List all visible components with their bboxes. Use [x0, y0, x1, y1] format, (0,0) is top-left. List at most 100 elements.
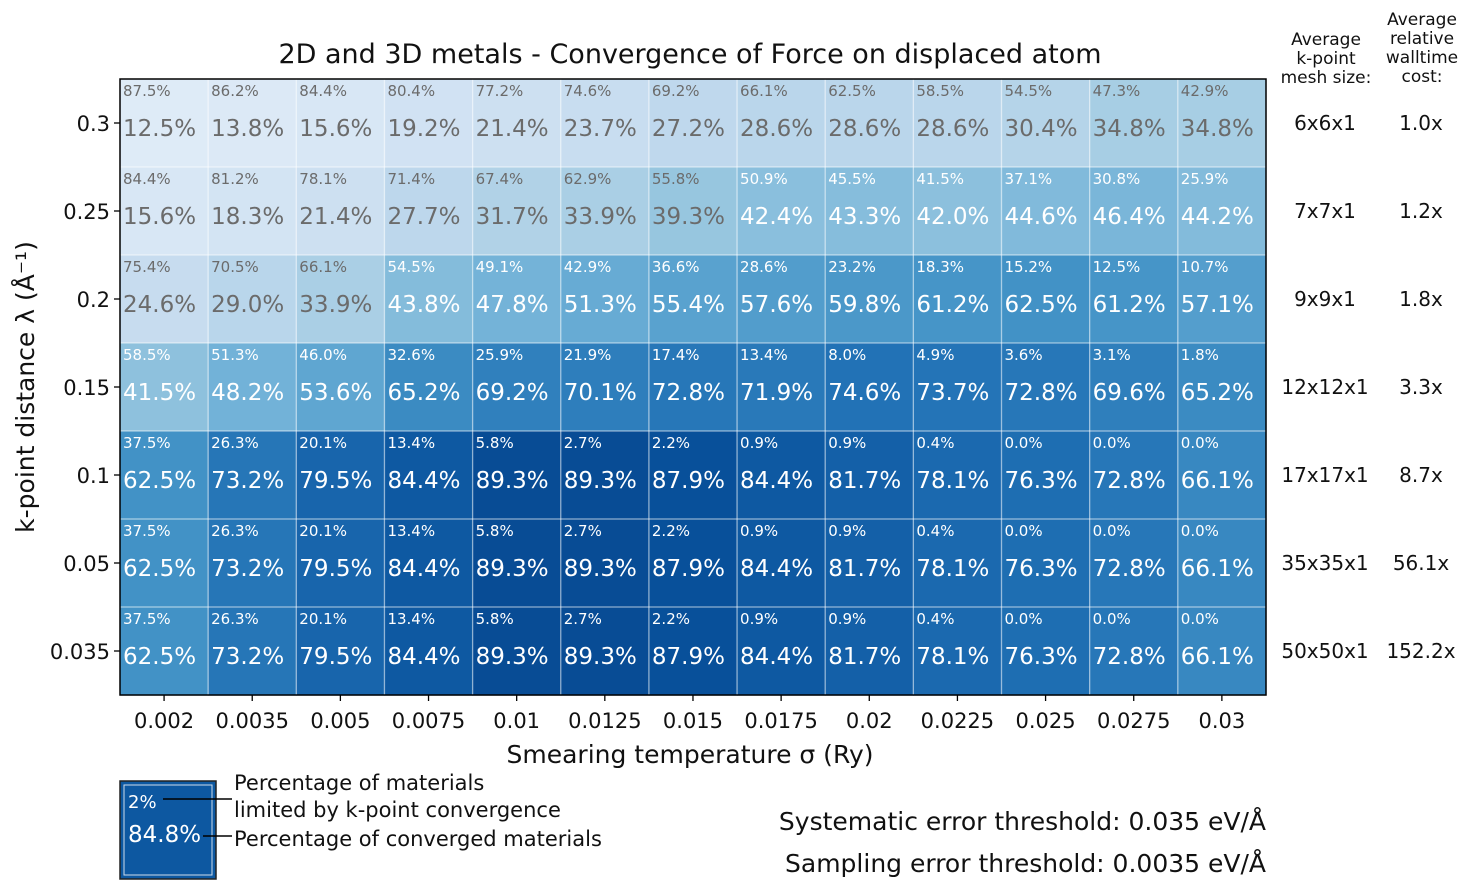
y-tick-label: 0.2: [77, 288, 110, 312]
cell-converged-label: 78.1%: [916, 556, 989, 582]
annotation-sampling-threshold: Sampling error threshold: 0.0035 eV/Å: [785, 849, 1266, 878]
cell-kpoint-limited-label: 0.0%: [1005, 522, 1043, 540]
walltime-cost-value: 56.1x: [1393, 551, 1450, 575]
y-tick-label: 0.3: [77, 112, 110, 136]
cell-kpoint-limited-label: 37.5%: [123, 522, 171, 540]
cell-converged-label: 71.9%: [740, 380, 813, 406]
cell-kpoint-limited-label: 0.4%: [916, 610, 954, 628]
cell-kpoint-limited-label: 58.5%: [123, 346, 171, 364]
cell-converged-label: 89.3%: [564, 556, 637, 582]
cell-kpoint-limited-label: 10.7%: [1181, 258, 1229, 276]
cell-kpoint-limited-label: 12.5%: [1093, 258, 1141, 276]
cell-converged-label: 89.3%: [476, 468, 549, 494]
heatmap-cell: [913, 431, 1003, 520]
cell-converged-label: 57.1%: [1181, 292, 1254, 318]
heatmap-cell: [825, 255, 914, 344]
heatmap-cell: [384, 255, 474, 344]
cell-converged-label: 57.6%: [740, 292, 813, 318]
annotation-systematic-threshold: Systematic error threshold: 0.035 eV/Å: [779, 807, 1266, 836]
legend-desc-small-line1: Percentage of materials: [234, 771, 484, 795]
cell-kpoint-limited-label: 1.8%: [1181, 346, 1219, 364]
cell-converged-label: 87.9%: [652, 644, 725, 670]
cell-kpoint-limited-label: 2.2%: [652, 610, 690, 628]
cell-converged-label: 13.8%: [211, 116, 284, 142]
x-tick-label: 0.015: [663, 709, 723, 733]
cell-converged-label: 73.2%: [211, 556, 284, 582]
mesh-size-value: 35x35x1: [1281, 551, 1368, 575]
cell-converged-label: 59.8%: [828, 292, 901, 318]
cell-kpoint-limited-label: 0.9%: [828, 434, 866, 452]
cell-converged-label: 84.4%: [387, 556, 460, 582]
heatmap-cell: [296, 255, 386, 344]
cell-converged-label: 76.3%: [1005, 556, 1078, 582]
cell-converged-label: 72.8%: [1093, 468, 1166, 494]
heatmap-cell: [1001, 431, 1091, 520]
cell-converged-label: 81.7%: [828, 644, 901, 670]
walltime-cost-header-line: cost:: [1402, 67, 1443, 87]
cell-kpoint-limited-label: 77.2%: [476, 82, 524, 100]
heatmap-cell: [1089, 167, 1179, 256]
cell-converged-label: 28.6%: [828, 116, 901, 142]
heatmap-cell: [384, 519, 474, 608]
cell-converged-label: 78.1%: [916, 644, 989, 670]
heatmap-cell: [120, 607, 209, 696]
cell-converged-label: 42.0%: [916, 204, 989, 230]
cell-converged-label: 28.6%: [916, 116, 989, 142]
heatmap-cell: [737, 519, 826, 608]
heatmap-cell: [384, 431, 474, 520]
cell-converged-label: 72.8%: [1093, 644, 1166, 670]
heatmap-cell: [296, 343, 386, 432]
cell-converged-label: 44.6%: [1005, 204, 1078, 230]
cell-kpoint-limited-label: 0.4%: [916, 434, 954, 452]
heatmap-cell: [208, 79, 297, 168]
cell-kpoint-limited-label: 71.4%: [387, 170, 435, 188]
heatmap-cell: [208, 255, 297, 344]
cell-kpoint-limited-label: 30.8%: [1093, 170, 1141, 188]
cell-converged-label: 81.7%: [828, 556, 901, 582]
cell-kpoint-limited-label: 5.8%: [476, 610, 514, 628]
cell-converged-label: 43.8%: [387, 292, 460, 318]
mesh-size-value: 9x9x1: [1294, 287, 1356, 311]
cell-converged-label: 69.2%: [476, 380, 549, 406]
y-axis-ticks: 0.3 0.25 0.2 0.15 0.1 0.05 0.035: [50, 112, 120, 664]
x-axis-label: Smearing temperature σ (Ry): [507, 740, 874, 769]
x-tick-label: 0.0075: [392, 709, 465, 733]
x-tick-label: 0.0125: [568, 709, 641, 733]
heatmap-gridlines: [120, 79, 1266, 695]
heatmap-cell: [737, 343, 826, 432]
cell-kpoint-limited-label: 84.4%: [299, 82, 347, 100]
cell-converged-label: 55.4%: [652, 292, 725, 318]
cell-kpoint-limited-label: 42.9%: [564, 258, 612, 276]
cell-kpoint-limited-label: 8.0%: [828, 346, 866, 364]
cell-converged-label: 39.3%: [652, 204, 725, 230]
cell-converged-label: 19.2%: [387, 116, 460, 142]
heatmap-cell: [296, 607, 386, 696]
heatmap-cell: [472, 343, 562, 432]
cell-converged-label: 42.4%: [740, 204, 813, 230]
heatmap-cell: [913, 343, 1003, 432]
heatmap-cell: [208, 607, 297, 696]
cell-converged-label: 62.5%: [123, 556, 196, 582]
cell-kpoint-limited-label: 66.1%: [740, 82, 788, 100]
heatmap-cell: [737, 255, 826, 344]
cell-kpoint-limited-label: 21.9%: [564, 346, 612, 364]
cell-converged-label: 61.2%: [916, 292, 989, 318]
cell-kpoint-limited-label: 0.9%: [828, 610, 866, 628]
walltime-cost-header-line: relative: [1390, 29, 1454, 49]
cell-kpoint-limited-label: 55.8%: [652, 170, 700, 188]
heatmap-cell: [120, 167, 209, 256]
heatmap-cell: [1089, 255, 1179, 344]
heatmap-cell: [648, 607, 738, 696]
cell-converged-label: 34.8%: [1181, 116, 1254, 142]
cell-kpoint-limited-label: 15.2%: [1005, 258, 1053, 276]
cell-kpoint-limited-label: 54.5%: [387, 258, 435, 276]
cell-converged-label: 53.6%: [299, 380, 372, 406]
cell-kpoint-limited-label: 25.9%: [476, 346, 524, 364]
cell-converged-label: 21.4%: [299, 204, 372, 230]
mesh-size-value: 12x12x1: [1281, 375, 1368, 399]
cell-kpoint-limited-label: 51.3%: [211, 346, 259, 364]
cell-kpoint-limited-label: 0.0%: [1005, 610, 1043, 628]
heatmap-cell: [648, 255, 738, 344]
cell-kpoint-limited-label: 5.8%: [476, 434, 514, 452]
